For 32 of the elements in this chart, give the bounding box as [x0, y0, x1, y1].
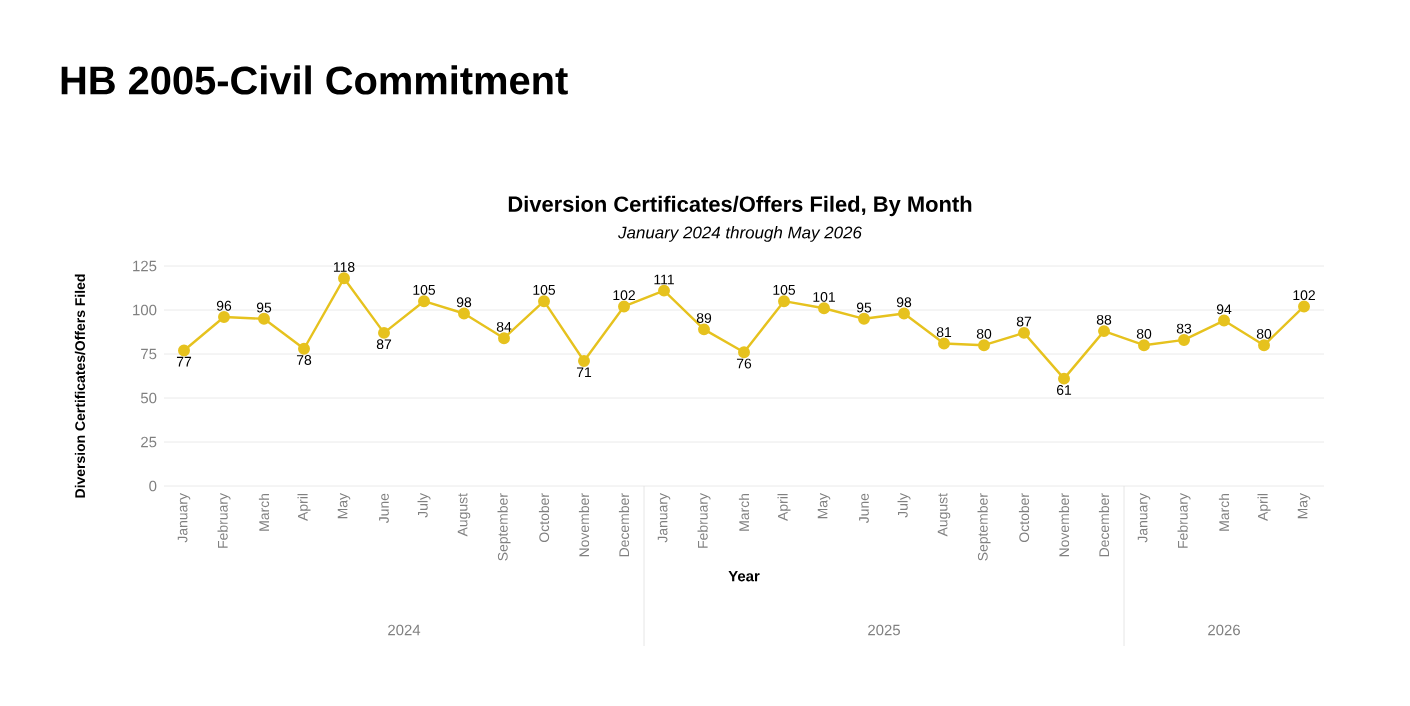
text: HB 2005-Civil Commitment	[61, 65, 568, 95]
point	[458, 307, 470, 320]
point	[1298, 300, 1310, 313]
point	[738, 346, 750, 359]
point	[578, 355, 590, 368]
point	[898, 307, 910, 320]
point	[258, 312, 270, 325]
point	[378, 326, 390, 339]
point	[538, 295, 550, 308]
chart-subtitle: January 2024 through May 2026	[618, 226, 862, 242]
point	[1138, 339, 1150, 352]
point	[1098, 325, 1110, 338]
point	[1058, 372, 1070, 385]
point	[618, 300, 630, 313]
point	[658, 284, 670, 297]
point	[978, 339, 990, 352]
point	[938, 337, 950, 350]
point	[1018, 326, 1030, 339]
point	[1178, 333, 1190, 346]
point	[858, 312, 870, 325]
point	[298, 342, 310, 355]
point	[218, 311, 230, 324]
point	[338, 272, 350, 285]
point	[778, 295, 790, 308]
point	[498, 332, 510, 345]
point	[698, 323, 710, 336]
point	[1258, 339, 1270, 352]
point	[178, 344, 190, 357]
point	[418, 295, 430, 308]
point	[1218, 314, 1230, 327]
chart-title: Diversion Certificates/Offers Filed, By Month	[508, 195, 972, 217]
point	[818, 302, 830, 315]
